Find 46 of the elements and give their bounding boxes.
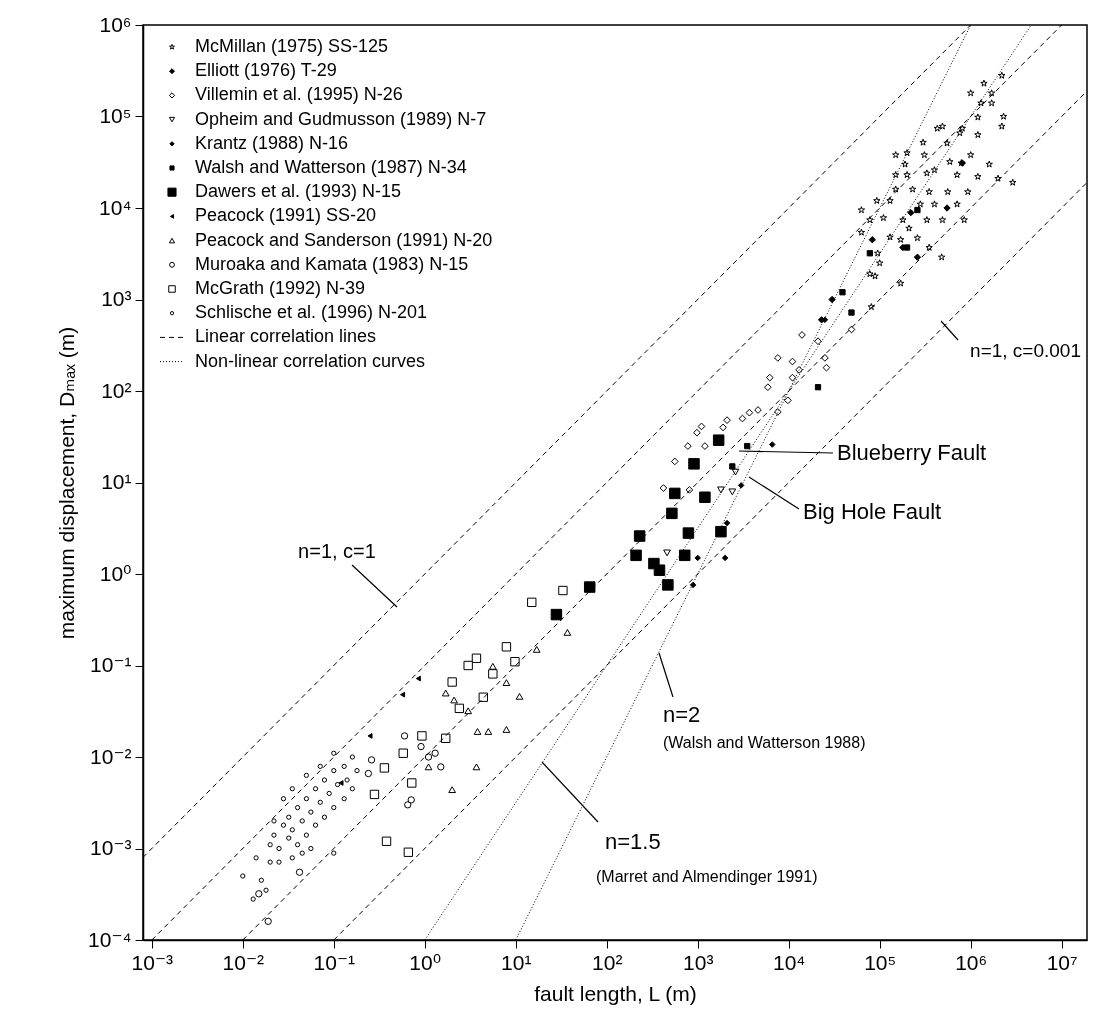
y-tick-label: 10⁻³ — [90, 836, 132, 859]
legend-label: Non-linear correlation curves — [195, 350, 426, 371]
annotation: n=1, c=0.001 — [970, 340, 1081, 361]
x-tick-label: 10⁶ — [955, 950, 988, 974]
y-tick-label: 10⁶ — [99, 12, 132, 36]
x-axis-title: fault length, L (m) — [534, 981, 697, 1005]
annotation: n=1, c=1 — [298, 540, 376, 562]
y-tick-label: 10⁴ — [99, 195, 132, 219]
annotation: Blueberry Fault — [837, 440, 987, 465]
x-tick-label: 10¹ — [501, 950, 532, 974]
y-tick-label: 10¹ — [101, 470, 132, 493]
annotation: (Marret and Almendinger 1991) — [596, 868, 818, 885]
annotation: n=1.5 — [605, 829, 661, 854]
legend-label: McMillan (1975) SS-125 — [195, 36, 389, 56]
legend-label: Elliott (1976) T-29 — [195, 60, 337, 81]
x-tick-label: 10³ — [683, 950, 714, 974]
x-tick-label: 10⁻³ — [131, 950, 174, 974]
x-tick-label: 10⁵ — [864, 950, 897, 974]
y-axis-title: maximum displacement, Dₘₐₓ (m) — [55, 326, 79, 640]
legend-label: Peacock and Sanderson (1991) N-20 — [195, 229, 493, 250]
annotation: Big Hole Fault — [803, 499, 942, 524]
y-tick-label: 10⁻⁴ — [88, 927, 132, 951]
legend-label: Walsh and Watterson (1987) N-34 — [195, 157, 467, 177]
x-tick-label: 10⁻² — [222, 950, 265, 974]
legend-label: Dawers et al. (1993) N-15 — [195, 181, 402, 202]
x-tick-label: 10⁷ — [1046, 950, 1078, 974]
y-tick-label: 10² — [101, 378, 132, 402]
x-tick-label: 10² — [592, 950, 623, 974]
y-tick-label: 10⁰ — [99, 561, 132, 585]
legend-label: Muroaka and Kamata (1983) N-15 — [195, 253, 469, 274]
legend-label: Linear correlation lines — [195, 326, 377, 347]
legend-label: McGrath (1992) N-39 — [195, 278, 366, 298]
y-tick-label: 10⁻¹ — [90, 653, 132, 676]
x-tick-label: 10⁰ — [409, 950, 442, 974]
annotation: (Walsh and Watterson 1988) — [663, 734, 866, 751]
x-tick-label: 10⁻¹ — [313, 950, 356, 974]
legend-label: Krantz (1988) N-16 — [195, 132, 349, 153]
y-tick-label: 10³ — [101, 287, 132, 310]
legend-label: Opheim and Gudmusson (1989) N-7 — [195, 108, 487, 129]
y-tick-label: 10⁻² — [90, 744, 132, 768]
x-tick-label: 10⁴ — [773, 950, 806, 974]
legend-label: Schlische et al. (1996) N-201 — [195, 302, 428, 323]
annotation: n=2 — [663, 702, 701, 727]
y-tick-label: 10⁵ — [99, 104, 132, 127]
legend-label: Peacock (1991) SS-20 — [195, 205, 377, 226]
legend-label: Villemin et al. (1995) N-26 — [195, 84, 403, 105]
